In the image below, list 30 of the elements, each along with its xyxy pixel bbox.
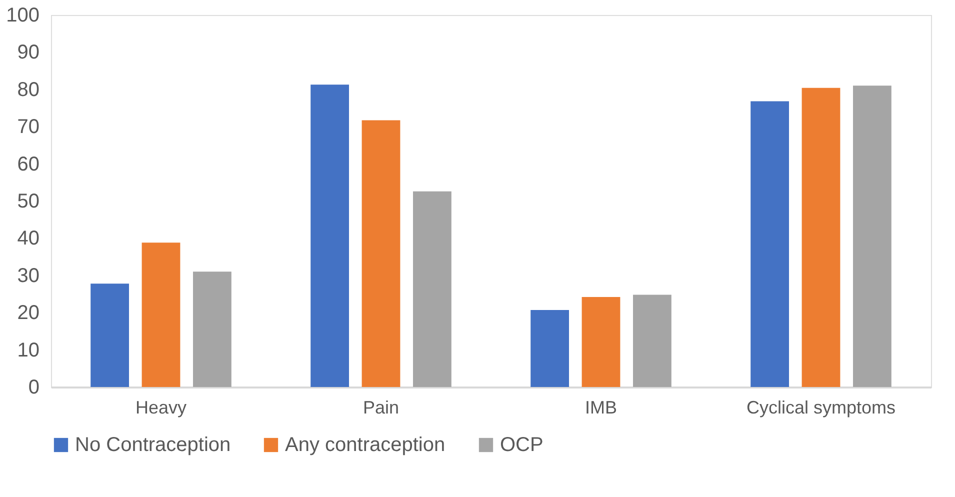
y-tick-label: 30: [17, 264, 40, 287]
bar: [853, 86, 892, 387]
y-tick-label: 90: [17, 42, 40, 64]
legend-label: Any contraception: [285, 434, 446, 456]
x-tick-label: Heavy: [135, 398, 187, 418]
legend-label: OCP: [500, 434, 544, 456]
bar: [750, 101, 789, 387]
bar: [802, 88, 840, 387]
bar: [413, 191, 452, 387]
bar: [530, 310, 569, 387]
bar: [633, 294, 672, 387]
y-tick-label: 20: [17, 302, 40, 324]
y-tick-label: 100: [6, 4, 40, 26]
y-tick-label: 10: [17, 339, 40, 362]
x-tick-label: IMB: [584, 398, 618, 418]
y-tick-label: 40: [17, 228, 40, 250]
y-tick-label: 50: [17, 190, 40, 212]
y-tick-label: 0: [28, 376, 40, 398]
x-tick-label: Pain: [362, 398, 400, 418]
bar: [90, 284, 129, 387]
bar: [142, 242, 180, 387]
bar: [193, 272, 232, 387]
bar: [310, 84, 349, 387]
bar: [362, 120, 400, 387]
x-tick-label: Cyclical symptoms: [746, 398, 896, 418]
y-tick-label: 70: [17, 116, 40, 138]
y-tick-label: 60: [17, 153, 40, 176]
y-tick-label: 80: [17, 78, 40, 101]
legend-label: No Contraception: [75, 434, 231, 456]
bar: [582, 296, 620, 387]
